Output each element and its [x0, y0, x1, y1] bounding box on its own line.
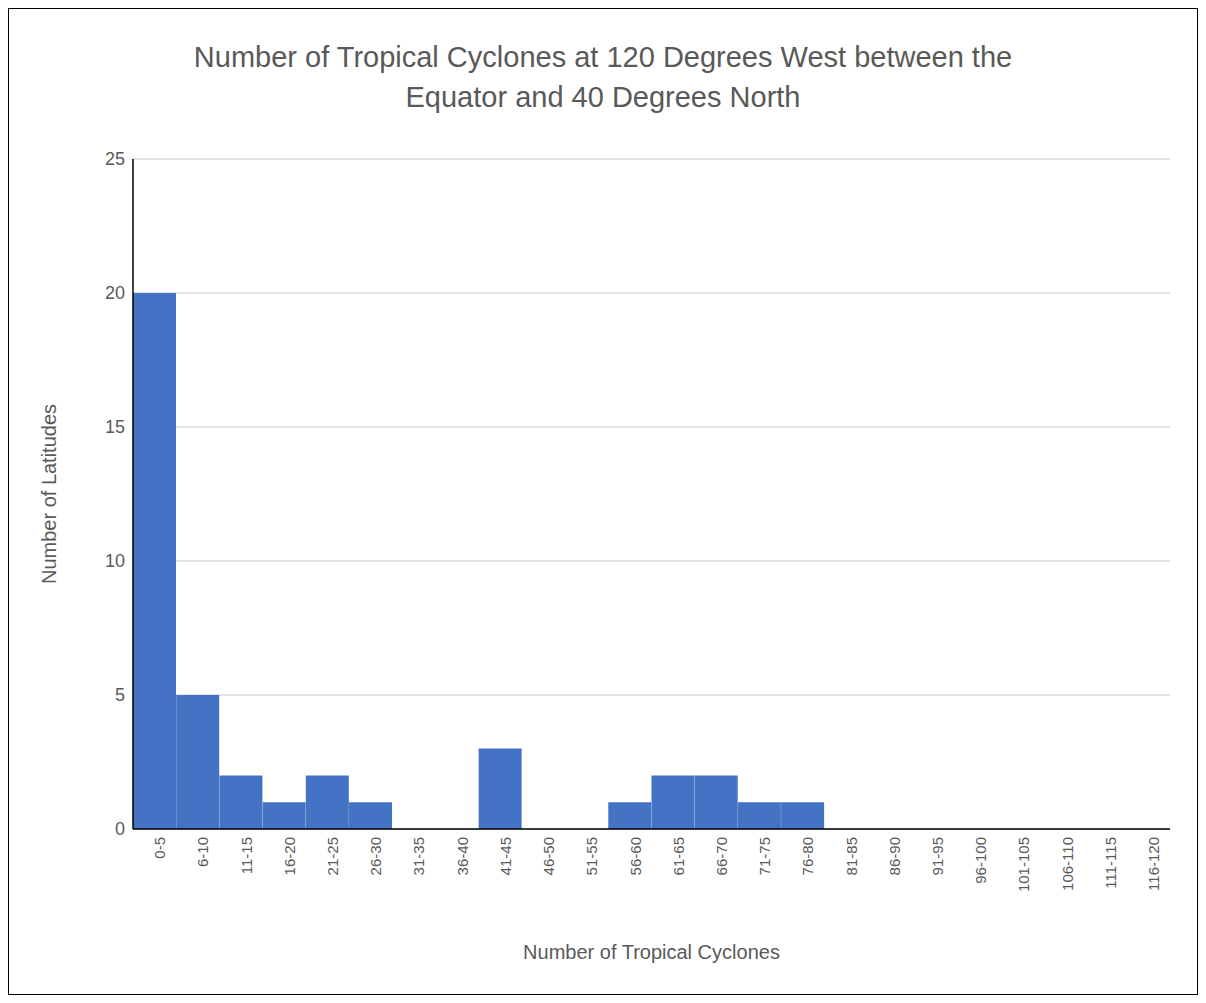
svg-text:31-35: 31-35	[411, 837, 428, 875]
svg-text:111-115: 111-115	[1102, 837, 1119, 889]
svg-text:61-65: 61-65	[670, 837, 687, 875]
svg-text:26-30: 26-30	[367, 837, 384, 875]
svg-text:101-105: 101-105	[1015, 837, 1032, 892]
svg-text:116-120: 116-120	[1145, 837, 1162, 891]
html-text:Number of Tropical Cyclones at: Number of Tropical Cyclones at 120 Degre…	[193, 41, 1013, 113]
svg-text:36-40: 36-40	[454, 837, 471, 875]
svg-text:0: 0	[115, 819, 125, 839]
svg-text:16-20: 16-20	[281, 837, 298, 875]
svg-text:5: 5	[115, 685, 125, 705]
svg-text:10: 10	[105, 551, 125, 571]
svg-text:91-95: 91-95	[929, 837, 946, 875]
svg-text:51-55: 51-55	[583, 837, 600, 875]
svg-text:6-10: 6-10	[194, 837, 211, 867]
svg-text:56-60: 56-60	[627, 837, 644, 875]
svg-text:20: 20	[105, 283, 125, 303]
svg-text:15: 15	[105, 417, 125, 437]
svg-text:81-85: 81-85	[843, 837, 860, 875]
svg-text:Number of Tropical Cyclones: Number of Tropical Cyclones	[523, 941, 780, 963]
svg-text:106-110: 106-110	[1059, 837, 1076, 891]
svg-text:86-90: 86-90	[886, 837, 903, 875]
svg-text:71-75: 71-75	[756, 837, 773, 875]
svg-text:25: 25	[105, 149, 125, 169]
svg-text:Number of Latitudes: Number of Latitudes	[38, 404, 60, 584]
svg-text:0-5: 0-5	[151, 837, 168, 859]
svg-text:96-100: 96-100	[972, 837, 989, 884]
svg-text:11-15: 11-15	[238, 837, 255, 874]
svg-text:66-70: 66-70	[713, 837, 730, 875]
svg-text:46-50: 46-50	[540, 837, 557, 875]
svg-text:41-45: 41-45	[497, 837, 514, 875]
svg-text:21-25: 21-25	[324, 837, 341, 875]
svg-text:76-80: 76-80	[799, 837, 816, 875]
